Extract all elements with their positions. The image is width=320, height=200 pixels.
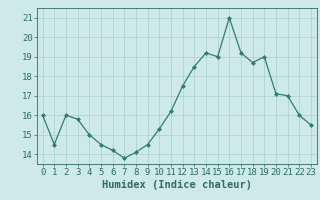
X-axis label: Humidex (Indice chaleur): Humidex (Indice chaleur) <box>102 180 252 190</box>
